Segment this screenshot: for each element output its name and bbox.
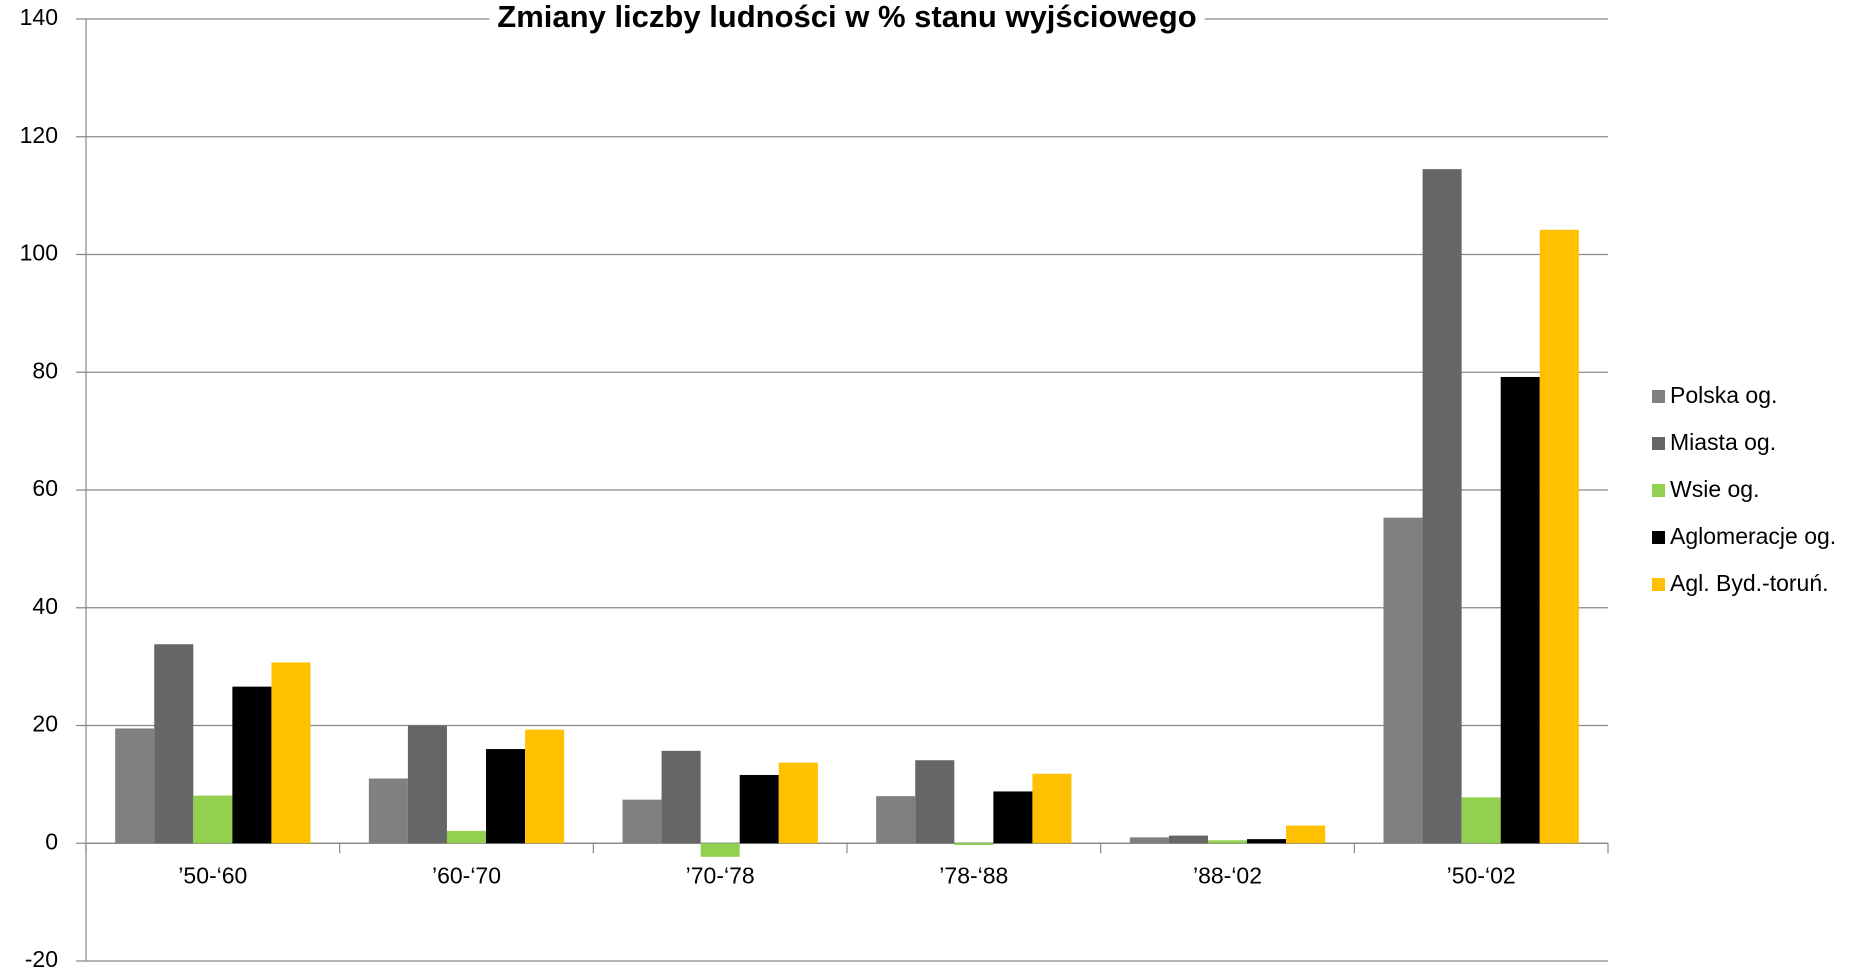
y-tick-label: 20 [32, 711, 58, 737]
y-tick-label: -20 [25, 946, 58, 970]
bar [1500, 376, 1540, 844]
legend-swatch [1652, 531, 1665, 544]
bar [1383, 517, 1423, 844]
bar [407, 725, 447, 844]
bar [915, 760, 955, 844]
bar [1539, 229, 1579, 844]
legend-swatch [1652, 437, 1665, 450]
bar [1168, 835, 1208, 844]
bar [876, 796, 916, 844]
legend-label: Miasta og. [1670, 429, 1776, 455]
bar [993, 791, 1033, 844]
bar [1461, 797, 1501, 844]
legend-swatch [1652, 484, 1665, 497]
legend-label: Agl. Byd.-toruń. [1670, 570, 1829, 596]
bar [1286, 825, 1326, 844]
bar [1129, 837, 1169, 844]
bar [154, 644, 194, 844]
bar [193, 795, 233, 844]
legend-swatch [1652, 390, 1665, 403]
y-tick-label: 100 [20, 240, 58, 266]
bar [1207, 840, 1248, 844]
bar [446, 830, 487, 844]
bar [700, 843, 740, 857]
bar [1247, 839, 1287, 844]
legend-label: Aglomeracje og. [1670, 523, 1836, 549]
bar [661, 750, 701, 844]
bar [232, 686, 272, 844]
y-tick-label: 80 [32, 357, 58, 383]
bar [1032, 773, 1072, 844]
bar [271, 662, 311, 844]
chart-title: Zmiany liczby ludności w % stanu wyjścio… [497, 0, 1196, 34]
x-tick-label: ’60-‘70 [432, 862, 501, 888]
bar [622, 799, 662, 844]
x-tick-label: ’78-‘88 [939, 862, 1008, 888]
x-tick-label: ’88-‘02 [1193, 862, 1262, 888]
bar [778, 762, 818, 844]
x-tick-label: ’50-‘02 [1447, 862, 1516, 888]
title-background [489, 0, 1205, 35]
y-tick-label: 40 [32, 593, 58, 619]
bar [1422, 169, 1462, 844]
y-tick-label: 0 [45, 828, 58, 854]
bar [115, 728, 155, 844]
y-tick-label: 60 [32, 475, 58, 501]
bar [486, 749, 526, 844]
bar [368, 778, 408, 844]
bar [525, 729, 565, 844]
bar [739, 774, 779, 844]
y-tick-label: 140 [20, 4, 58, 30]
legend-swatch [1652, 578, 1665, 591]
legend-label: Polska og. [1670, 382, 1777, 408]
x-tick-label: ’50-‘60 [178, 862, 247, 888]
y-tick-label: 120 [20, 122, 58, 148]
x-tick-label: ’70-‘78 [686, 862, 755, 888]
legend-label: Wsie og. [1670, 476, 1759, 502]
bar [954, 843, 994, 846]
